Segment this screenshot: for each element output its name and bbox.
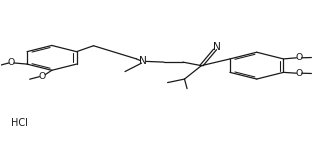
Text: N: N — [139, 56, 147, 66]
Text: HCl: HCl — [11, 118, 28, 128]
Text: N: N — [213, 42, 221, 52]
Text: O: O — [296, 53, 303, 62]
Text: O: O — [38, 72, 46, 81]
Text: O: O — [296, 69, 303, 78]
Text: O: O — [8, 58, 15, 67]
